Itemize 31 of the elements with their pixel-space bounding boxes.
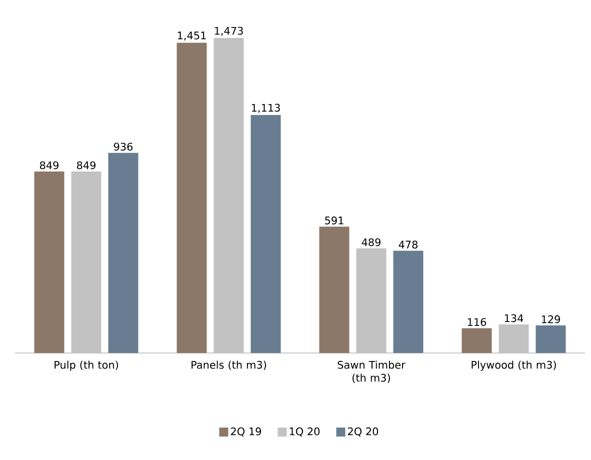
data-label: 134: [504, 314, 524, 322]
bar: [176, 42, 207, 353]
bar: [498, 324, 529, 353]
data-label: 489: [362, 238, 380, 246]
bar: [34, 171, 64, 353]
data-label: 1,473: [214, 26, 243, 36]
bar: [356, 248, 386, 353]
data-label: 1,113: [252, 104, 280, 113]
bar: [214, 38, 244, 353]
x-tick-label: Plywood (th m3): [472, 360, 556, 371]
legend-label: 1Q 20: [290, 427, 320, 437]
data-label: 936: [114, 142, 133, 151]
bar: [536, 325, 566, 353]
bar: [108, 152, 138, 353]
data-label: 849: [40, 161, 58, 170]
data-label: 591: [325, 216, 344, 224]
legend-label: 2Q 20: [348, 427, 378, 437]
legend-label: 2Q 19: [230, 427, 262, 437]
data-label: 129: [542, 315, 560, 324]
bar: [393, 250, 424, 353]
data-label: 1,451: [178, 32, 206, 41]
x-tick-label: Panels (th m3): [192, 360, 266, 370]
data-label: 116: [468, 318, 486, 326]
bar: [462, 328, 492, 353]
x-tick-label: Sawn Timber (th m3): [338, 360, 406, 383]
data-label: 849: [76, 161, 96, 170]
x-tick-label: Pulp (th ton): [54, 360, 118, 371]
data-label: 478: [398, 240, 418, 249]
bar: [250, 114, 281, 353]
bar: [319, 226, 350, 353]
bar: [71, 171, 102, 353]
